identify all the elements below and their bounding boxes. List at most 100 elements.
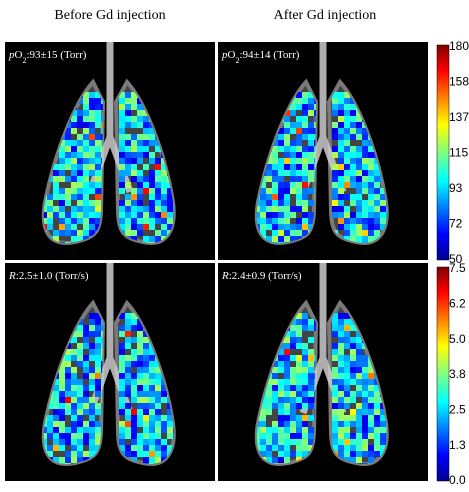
pixel: [374, 212, 380, 218]
pixel: [308, 361, 314, 367]
pixel: [161, 200, 167, 206]
pixel: [65, 385, 71, 391]
pixel: [338, 445, 344, 451]
pixel: [89, 134, 95, 140]
pixel: [137, 391, 143, 397]
pixel: [137, 421, 143, 427]
pixel: [95, 445, 101, 451]
pixel: [272, 397, 278, 403]
pixel: [59, 427, 65, 433]
pixel: [290, 158, 296, 164]
pixel: [77, 391, 83, 397]
pixel: [71, 110, 77, 116]
pixel: [59, 146, 65, 152]
pixel: [71, 224, 77, 230]
pixel: [266, 379, 272, 385]
pixel: [302, 415, 308, 421]
pixel: [155, 415, 161, 421]
pixel: [302, 206, 308, 212]
pixel: [278, 439, 284, 445]
pixel: [338, 212, 344, 218]
pixel: [59, 158, 65, 164]
pixel: [302, 349, 308, 355]
pixel: [137, 409, 143, 415]
pixel: [256, 212, 260, 218]
pixel: [59, 206, 65, 212]
pixel: [149, 439, 155, 445]
pixel: [338, 152, 344, 158]
pixel: [71, 385, 77, 391]
pixel: [125, 451, 131, 457]
pixel: [131, 92, 137, 98]
pixel: [77, 325, 83, 331]
pixel: [71, 379, 77, 385]
pixel: [266, 397, 272, 403]
pixel: [338, 140, 344, 146]
pixel: [89, 116, 95, 122]
pixel: [137, 397, 143, 403]
pixel: [43, 445, 47, 451]
pixel: [131, 445, 137, 451]
pixel: [344, 397, 350, 403]
pixel: [368, 164, 374, 170]
pixel: [71, 331, 77, 337]
pixel: [77, 122, 83, 128]
pixel: [338, 134, 344, 140]
pixel: [95, 409, 101, 415]
pixel: [83, 182, 89, 188]
pixel: [290, 397, 296, 403]
pixel: [344, 331, 350, 337]
pixel: [149, 188, 155, 194]
pixel: [65, 140, 71, 146]
pixel: [95, 313, 101, 319]
pixel: [143, 331, 149, 337]
pixel: [77, 212, 83, 218]
pixel: [65, 397, 71, 403]
pixel: [89, 415, 95, 421]
pixel: [284, 433, 290, 439]
pixel: [278, 218, 284, 224]
pixel: [368, 200, 374, 206]
pixel: [284, 140, 290, 146]
pixel: [260, 415, 266, 421]
pixel: [119, 98, 125, 104]
pixel: [356, 158, 362, 164]
pixel: [356, 421, 362, 427]
pixel: [59, 230, 65, 236]
pixel: [89, 331, 95, 337]
pixel: [71, 164, 77, 170]
pixel: [290, 212, 296, 218]
pixel: [290, 421, 296, 427]
pixel: [143, 463, 149, 464]
pixel: [53, 445, 59, 451]
pixel: [71, 433, 77, 439]
pixel: [272, 212, 278, 218]
pixel: [332, 439, 338, 445]
pixel: [332, 313, 338, 319]
pixel: [284, 355, 290, 361]
pixel: [362, 146, 368, 152]
pixel: [95, 218, 101, 224]
pixel: [290, 319, 296, 325]
pixel: [53, 403, 59, 409]
pixel: [350, 200, 356, 206]
pixel: [374, 397, 380, 403]
pixel: [368, 182, 374, 188]
pixel: [161, 206, 167, 212]
pixel: [284, 331, 290, 337]
pixel: [284, 439, 290, 445]
pixel: [356, 343, 362, 349]
pixel: [338, 373, 344, 379]
pixel: [119, 367, 125, 373]
pixel: [302, 212, 308, 218]
pixel: [65, 439, 71, 445]
pixel: [137, 319, 143, 325]
colorbar-tick-label: 115: [449, 146, 468, 160]
pixel: [125, 343, 131, 349]
pixel: [71, 212, 77, 218]
pixel: [125, 325, 131, 331]
pixel: [356, 439, 362, 445]
pixel: [137, 451, 143, 457]
pixel: [368, 451, 374, 457]
pixel: [350, 194, 356, 200]
